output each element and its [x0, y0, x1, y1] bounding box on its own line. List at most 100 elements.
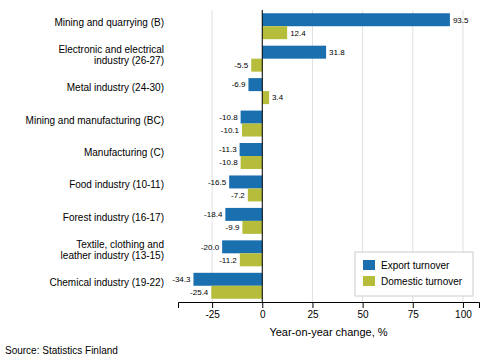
- y-tick-label-line: Electronic and electrical: [58, 44, 164, 55]
- grid-line: [212, 10, 213, 302]
- bar-series: [193, 13, 449, 286]
- data-label: 3.4: [272, 93, 284, 102]
- y-axis: Chemical industry (19-22) Textile, clothi…: [26, 17, 164, 288]
- x-tick-mark: [413, 302, 414, 308]
- x-tick-mark: [363, 302, 364, 308]
- y-tick-label-line: Metal industry (24-30): [67, 82, 164, 93]
- y-tick-label: Manufacturing (C): [84, 147, 164, 158]
- data-label: -11.3: [219, 145, 237, 154]
- y-tick-label-line: Manufacturing (C): [84, 147, 164, 158]
- data-label: -16.5: [208, 178, 227, 187]
- bar: [251, 59, 262, 72]
- bar: [262, 26, 287, 39]
- bar: [262, 91, 269, 104]
- y-tick: Metal industry (24-30): [67, 82, 164, 93]
- data-label: -34.3: [172, 275, 191, 284]
- legend-frame: [355, 252, 473, 296]
- legend-swatch: [363, 260, 375, 270]
- data-label: -5.5: [234, 61, 248, 70]
- y-tick-label-line: industry (26-27): [94, 55, 164, 66]
- bar: [262, 46, 326, 59]
- grid-line: [262, 10, 263, 302]
- y-tick-label: Electronic and electricalindustry (26-27…: [58, 44, 164, 66]
- data-label: -20.0: [201, 243, 220, 252]
- bar: [229, 175, 262, 188]
- chart: -25 0 25 50 75 100 Chemical industry (19-22) Te…: [0, 0, 493, 360]
- x-tick: 100: [455, 302, 472, 320]
- plot: -25 0 25 50 75 100 Chemical industry (19-22) Te…: [26, 10, 480, 338]
- y-tick: Food industry (10-11): [69, 179, 164, 190]
- x-tick-label: 75: [408, 309, 420, 320]
- y-tick-label-line: Mining and manufacturing (BC): [26, 115, 164, 126]
- bar: [222, 240, 262, 253]
- legend-item: Export turnover: [363, 260, 450, 271]
- bar: [211, 286, 262, 299]
- x-tick-label: 25: [307, 309, 319, 320]
- y-tick: Forest industry (16-17): [63, 212, 164, 223]
- bar-series: [211, 26, 287, 299]
- x-tick: 75: [408, 302, 420, 320]
- bar: [241, 156, 263, 169]
- y-tick: Textile, clothing andleather industry (1…: [61, 239, 164, 261]
- y-tick-label: Metal industry (24-30): [67, 82, 164, 93]
- x-tick: 50: [358, 302, 370, 320]
- bar: [248, 188, 262, 201]
- data-label: -18.4: [204, 210, 223, 219]
- data-label: -6.9: [232, 80, 246, 89]
- y-tick-label: Textile, clothing andleather industry (1…: [61, 239, 164, 261]
- legend-item: Domestic turnover: [363, 276, 463, 287]
- data-label: -9.9: [226, 223, 240, 232]
- x-tick: 25: [307, 302, 319, 320]
- x-tick-label: -25: [205, 309, 220, 320]
- x-axis-line: [179, 303, 480, 309]
- bar: [225, 208, 262, 221]
- y-tick-label: Chemical industry (19-22): [50, 277, 165, 288]
- bar: [240, 143, 263, 156]
- x-tick: -25: [205, 302, 220, 320]
- y-tick-label: Forest industry (16-17): [63, 212, 164, 223]
- legend-label: Domestic turnover: [381, 276, 463, 287]
- x-tick-label: 100: [455, 309, 472, 320]
- y-tick-label: Mining and quarrying (B): [55, 17, 165, 28]
- bar: [193, 273, 262, 286]
- legend-label: Export turnover: [381, 260, 450, 271]
- y-tick: Manufacturing (C): [84, 147, 164, 158]
- y-tick-label-line: Mining and quarrying (B): [55, 17, 165, 28]
- x-axis-title: Year-on-year change, %: [269, 326, 387, 338]
- y-tick-label-line: Chemical industry (19-22): [50, 277, 165, 288]
- x-tick-mark: [463, 302, 464, 308]
- bar: [242, 124, 262, 137]
- y-tick-label: Mining and manufacturing (BC): [26, 115, 164, 126]
- x-tick-label: 0: [260, 309, 266, 320]
- y-tick-label-line: Textile, clothing and: [76, 239, 164, 250]
- data-label: -7.2: [231, 191, 245, 200]
- x-tick-mark: [312, 302, 313, 308]
- x-tick: 0: [260, 302, 266, 320]
- y-tick-label-line: Forest industry (16-17): [63, 212, 164, 223]
- x-tick-label: 50: [358, 309, 370, 320]
- data-label: -10.1: [221, 126, 240, 135]
- bar: [241, 111, 263, 124]
- bar: [242, 221, 262, 234]
- y-tick: Chemical industry (19-22): [50, 277, 165, 288]
- y-tick: Mining and manufacturing (BC): [26, 115, 164, 126]
- data-label: 93.5: [453, 16, 469, 25]
- x-axis: -25 0 25 50 75 100: [179, 302, 480, 320]
- data-label: -10.8: [219, 113, 238, 122]
- y-tick: Mining and quarrying (B): [55, 17, 165, 28]
- y-tick-label-line: Food industry (10-11): [69, 179, 164, 190]
- data-label: 31.8: [329, 48, 345, 57]
- bar: [262, 13, 450, 26]
- y-tick: Electronic and electricalindustry (26-27…: [58, 44, 164, 66]
- data-label: -11.2: [219, 256, 237, 265]
- data-label: -25.4: [190, 288, 209, 297]
- zero-line: [262, 10, 263, 302]
- legend-swatch: [363, 276, 375, 286]
- y-tick-label: Food industry (10-11): [69, 179, 164, 190]
- data-label: -10.8: [219, 158, 238, 167]
- data-label: 12.4: [290, 29, 306, 38]
- bar: [240, 253, 262, 266]
- y-tick-label-line: leather industry (13-15): [61, 250, 164, 261]
- x-tick-mark: [212, 302, 213, 308]
- source: Source: Statistics Finland: [5, 345, 118, 356]
